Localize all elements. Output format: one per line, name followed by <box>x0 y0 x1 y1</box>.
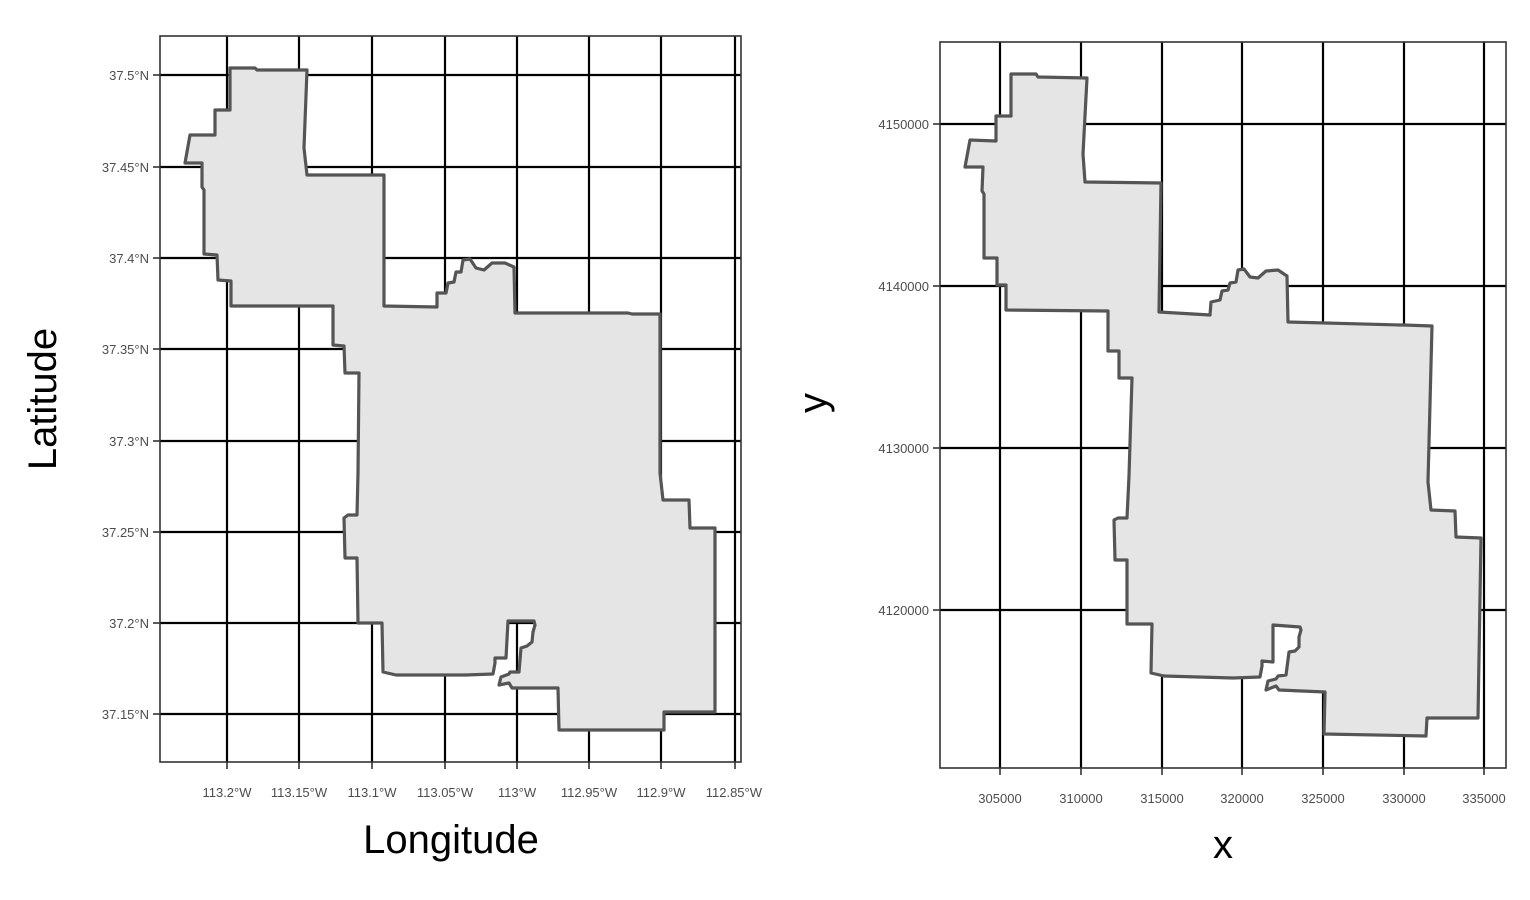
left-x-tick-marks <box>226 762 736 769</box>
left-x-tick-label-2: 113.15°W <box>271 785 328 800</box>
left-y-tick-labels: 37.5°N 37.45°N 37.4°N 37.35°N 37.3°N 37.… <box>102 68 149 722</box>
left-y-tick-label-3: 37.4°N <box>109 251 149 266</box>
right-x-tick-label-6: 330000 <box>1382 791 1425 806</box>
left-x-tick-label-5: 113°W <box>498 785 537 800</box>
right-x-tick-label-1: 305000 <box>978 791 1021 806</box>
left-x-axis-title: Longitude <box>363 818 539 862</box>
left-y-tick-label-6: 37.25°N <box>102 525 149 540</box>
right-y-tick-labels: 4150000 4140000 4130000 4120000 <box>878 117 929 618</box>
right-x-tick-label-4: 320000 <box>1220 791 1263 806</box>
right-y-tick-marks <box>933 123 940 611</box>
left-y-tick-label-7: 37.2°N <box>109 616 149 631</box>
left-y-tick-label-4: 37.35°N <box>102 342 149 357</box>
left-x-tick-label-6: 112.95°W <box>561 785 618 800</box>
left-x-tick-label-8: 112.85°W <box>706 785 763 800</box>
left-y-tick-label-5: 37.3°N <box>109 434 149 449</box>
left-x-tick-label-7: 112.9°W <box>636 785 686 800</box>
left-x-tick-label-4: 113.05°W <box>417 785 474 800</box>
right-x-tick-label-3: 315000 <box>1140 791 1183 806</box>
right-y-tick-label-2: 4140000 <box>878 279 929 294</box>
left-panel-frame <box>159 35 742 763</box>
left-x-tick-label-3: 113.1°W <box>347 785 397 800</box>
right-y-axis-title: y <box>791 393 835 413</box>
left-y-axis-title: Latitude <box>21 328 65 470</box>
right-y-tick-label-1: 4150000 <box>878 117 929 132</box>
right-x-tick-label-5: 325000 <box>1301 791 1344 806</box>
left-map-panel: 113.2°W 113.15°W 113.1°W 113.05°W 113°W … <box>21 35 763 862</box>
right-county-boundary <box>963 72 1483 738</box>
right-y-tick-label-4: 4120000 <box>878 603 929 618</box>
right-x-tick-labels: 305000 310000 315000 320000 325000 33000… <box>978 791 1505 806</box>
right-x-tick-marks <box>999 768 1485 775</box>
right-y-tick-label-3: 4130000 <box>878 441 929 456</box>
left-y-tick-label-1: 37.5°N <box>109 68 149 83</box>
left-y-tick-label-2: 37.45°N <box>102 160 149 175</box>
left-county-boundary <box>183 66 717 732</box>
right-x-axis-title: x <box>1213 823 1233 867</box>
left-x-tick-labels: 113.2°W 113.15°W 113.1°W 113.05°W 113°W … <box>202 785 762 800</box>
left-y-tick-marks <box>153 74 160 715</box>
left-y-tick-label-8: 37.15°N <box>102 707 149 722</box>
right-x-tick-label-7: 335000 <box>1462 791 1505 806</box>
left-x-tick-label-1: 113.2°W <box>202 785 252 800</box>
right-x-tick-label-2: 310000 <box>1059 791 1102 806</box>
right-map-panel: 305000 310000 315000 320000 325000 33000… <box>791 41 1507 867</box>
right-panel-frame <box>939 41 1507 769</box>
